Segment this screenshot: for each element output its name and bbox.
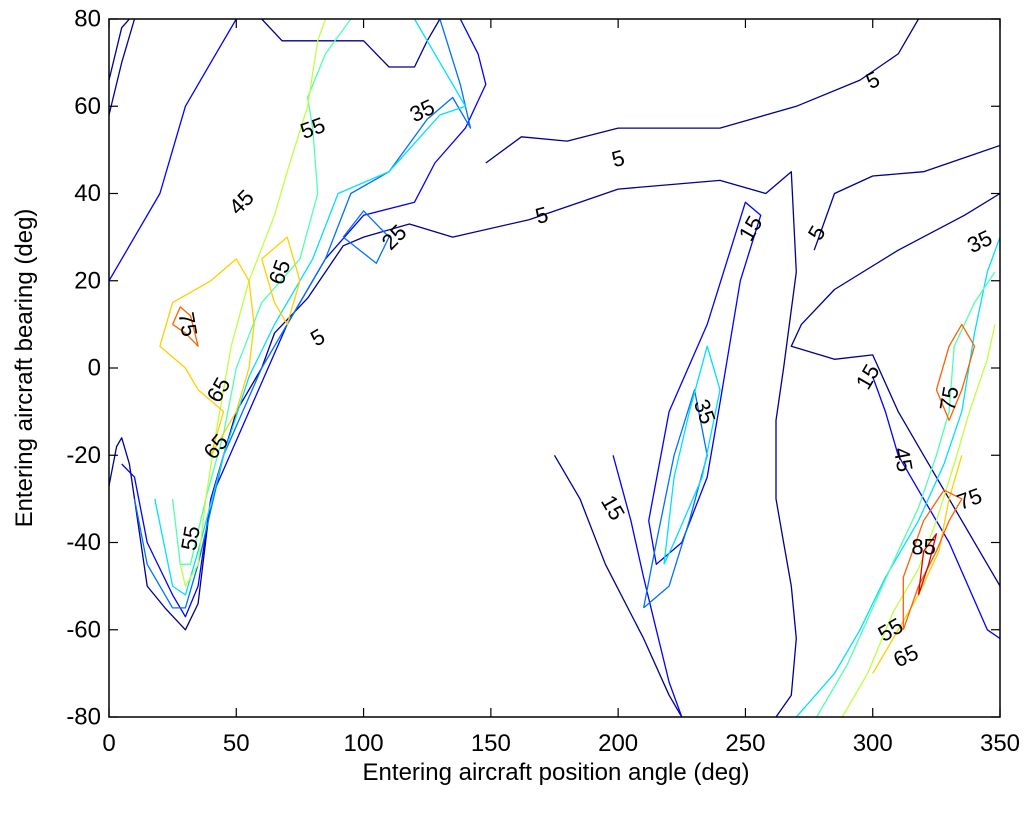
x-tick-label: 350 [980,730,1020,757]
contour-line-85-29 [917,533,938,596]
x-axis-label: Entering aircraft position angle (deg) [363,759,750,786]
contour-line-25-15 [642,389,708,609]
x-tick-label: 150 [471,730,511,757]
contour-line-15-11 [648,201,762,565]
contour-line-75-28 [902,489,963,631]
contour-label-22: 75 [935,384,964,412]
contour-line-75-26 [172,306,199,347]
contour-line-15-12 [872,376,1000,640]
contour-line-5-1 [109,171,797,717]
x-tick-label: 200 [598,730,638,757]
contour-line-5-0 [109,19,130,81]
contour-label-24: 85 [911,534,935,559]
contour-line-5-7 [553,454,683,717]
y-tick-label: 60 [74,93,101,120]
contour-label-13: 45 [889,445,918,473]
contour-line-55-21 [179,19,327,587]
y-tick-label: 40 [74,180,101,207]
contour-line-25-13 [133,19,472,609]
x-tick-label: 100 [344,730,384,757]
contour-line-55-22 [841,324,996,717]
y-tick-label: -20 [66,442,101,469]
contour-line-45-19 [171,19,352,565]
contour-line-35-17 [663,345,721,565]
y-tick-label: -80 [66,704,101,731]
contour-line-25-14 [342,210,390,264]
y-tick-label: 20 [74,267,101,294]
y-tick-label: 0 [88,355,101,382]
contour-line-5-2 [109,19,136,116]
y-tick-label: -40 [66,529,101,556]
contour-line-65-24 [261,236,301,326]
x-tick-label: 250 [725,730,765,757]
y-axis-label: Entering aircraft bearing (deg) [11,209,38,528]
contour-line-5-3 [261,19,441,68]
contour-lines [109,19,1000,717]
contour-line-35-16 [154,19,467,596]
contour-line-35-18 [795,236,1000,717]
axis-ticks: 0 50 100 150 200 250 300 350 -80 -60 -40 -20 0 20 40 60… [66,6,1020,758]
contour-line-65-25 [872,455,963,674]
contour-line-65-23 [159,258,255,456]
contour-line-45-20 [816,271,996,717]
contour-line-15-8 [109,19,237,282]
x-tick-label: 300 [853,730,893,757]
contour-label-15: 55 [176,524,205,552]
x-tick-label: 0 [102,730,115,757]
y-tick-label: -60 [66,616,101,643]
contour-line-15-9 [612,455,683,717]
contour-line-5-5 [813,144,1000,251]
y-tick-label: 80 [74,6,101,33]
contour-label-21: 75 [173,310,202,338]
contour-line-5-4 [485,19,920,164]
x-tick-label: 50 [223,730,250,757]
contour-line-75-27 [935,323,976,422]
